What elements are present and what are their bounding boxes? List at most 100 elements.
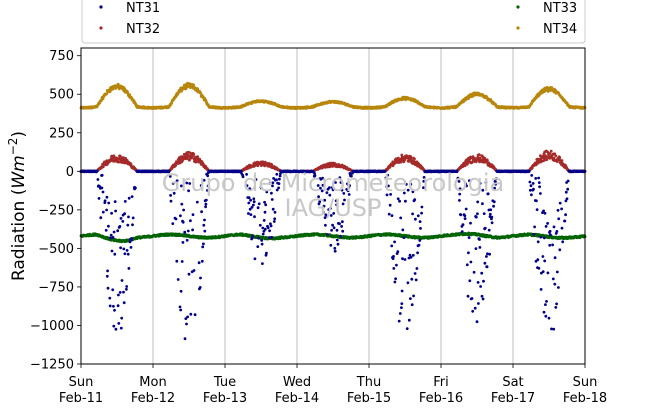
point-nt31 [95,169,99,173]
point-nt31 [252,197,256,201]
point-nt31 [122,290,125,294]
point-nt31 [269,224,273,228]
point-nt31 [333,249,337,253]
point-nt31 [396,197,400,201]
point-nt31 [169,199,173,203]
point-nt31 [125,287,128,291]
point-nt31 [185,238,189,242]
series-nt34 [79,81,587,110]
point-nt31 [261,232,265,236]
point-nt31 [418,220,422,224]
point-nt31 [131,216,135,220]
point-nt31 [179,308,183,312]
point-nt31 [120,279,124,282]
point-nt31 [261,262,264,265]
point-nt31 [411,212,414,216]
point-nt32 [409,156,413,160]
point-nt31 [418,239,422,242]
point-nt31 [103,199,107,203]
point-nt31 [99,216,103,220]
point-nt31 [183,337,187,341]
point-nt31 [112,324,116,328]
point-nt31 [181,220,185,224]
point-nt31 [263,200,266,204]
point-nt31 [113,200,117,204]
point-nt31 [125,285,129,288]
point-nt32 [560,159,564,162]
point-nt31 [195,200,199,204]
point-nt31 [123,212,126,216]
point-nt31 [341,229,345,233]
point-nt31 [396,250,400,254]
point-nt31 [197,261,201,265]
point-nt31 [116,304,120,308]
point-nt31 [106,269,109,273]
series-layer [79,81,587,341]
point-nt31 [419,227,422,230]
point-nt31 [116,229,120,233]
point-nt31 [131,223,134,227]
point-nt31 [258,223,262,227]
point-nt32 [558,156,562,160]
point-nt31 [271,207,275,211]
point-nt31 [400,306,403,309]
point-nt31 [97,197,101,200]
point-nt31 [182,208,186,212]
point-nt31 [406,281,410,285]
point-nt31 [101,210,105,214]
point-nt31 [186,315,190,319]
point-nt31 [105,208,108,212]
point-nt32 [413,157,416,161]
point-nt31 [399,216,403,220]
point-nt31 [400,289,404,293]
point-nt31 [100,186,104,190]
point-nt31 [127,215,130,219]
point-nt31 [265,251,268,255]
point-nt31 [388,203,392,207]
point-nt31 [106,286,110,290]
point-nt31 [413,272,417,275]
point-nt31 [257,202,261,206]
point-nt31 [125,249,129,252]
point-nt31 [415,267,419,270]
point-nt31 [405,327,409,330]
point-nt31 [171,222,175,226]
point-nt31 [412,294,415,298]
point-nt31 [179,214,182,218]
point-nt31 [414,217,417,221]
point-nt31 [338,222,341,226]
point-nt31 [178,305,182,309]
point-nt31 [105,195,109,199]
point-nt31 [332,226,336,230]
point-nt31 [387,212,391,216]
point-nt31 [180,260,184,263]
point-nt31 [392,267,396,270]
point-nt32 [129,162,133,166]
point-nt31 [204,198,208,202]
point-nt32 [101,165,105,169]
point-nt31 [404,199,407,203]
point-nt31 [247,201,251,205]
point-nt31 [409,255,413,259]
series-nt33 [79,231,587,244]
point-nt31 [186,229,190,233]
point-nt31 [253,215,256,219]
point-nt31 [339,235,342,238]
point-nt31 [390,244,394,248]
point-nt32 [549,149,553,153]
point-nt31 [393,280,397,284]
point-nt31 [336,242,340,246]
point-nt31 [251,234,255,238]
point-nt31 [253,257,257,261]
point-nt32 [117,160,121,164]
point-nt31 [398,312,402,315]
point-nt31 [96,178,100,181]
point-nt31 [112,304,115,308]
point-nt31 [410,277,414,281]
point-nt31 [324,223,327,227]
point-nt31 [107,224,110,228]
point-nt31 [174,217,178,221]
point-nt31 [266,226,270,230]
point-nt31 [260,239,264,242]
